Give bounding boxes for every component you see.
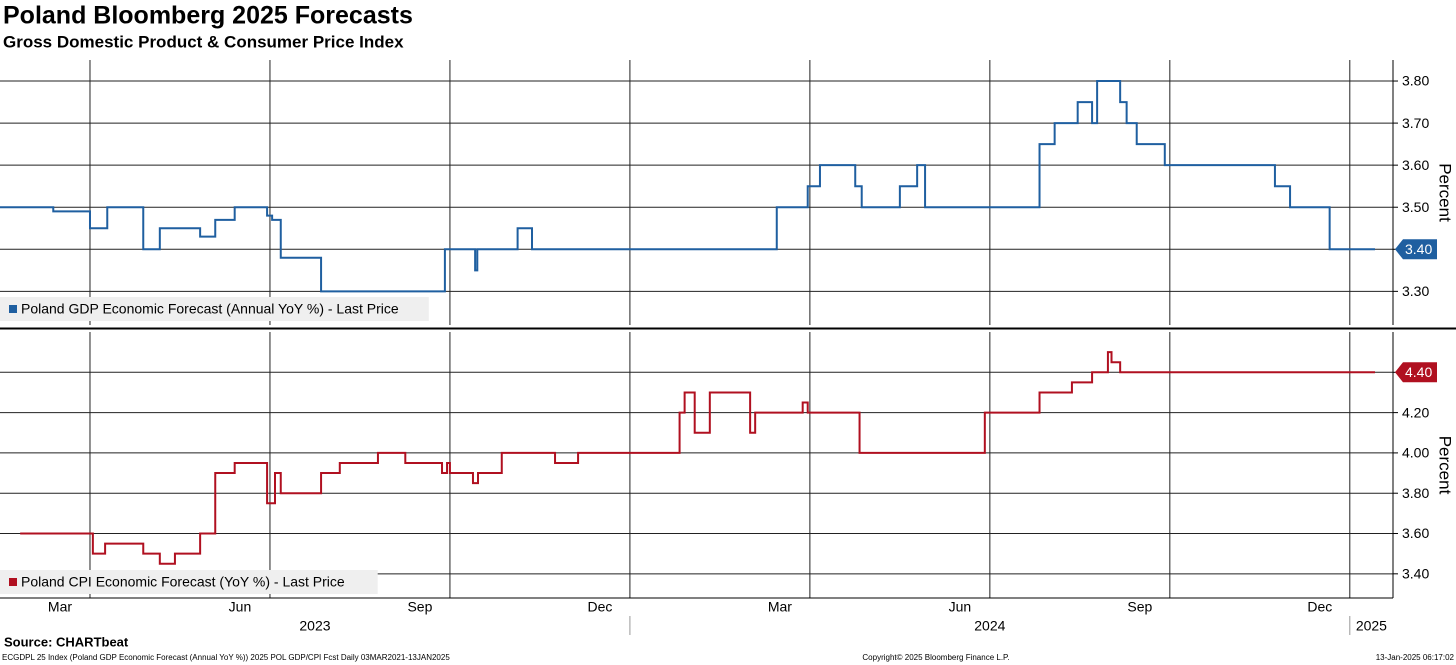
y-tick-label: 3.80: [1402, 73, 1429, 89]
y-axis-label: Percent: [1436, 436, 1455, 495]
legend-box: [0, 570, 378, 594]
legend-box: [0, 297, 429, 321]
legend-swatch: [9, 578, 17, 586]
y-tick-label: 3.30: [1402, 283, 1429, 299]
x-tick-label: Sep: [407, 599, 432, 615]
legend-label: Poland GDP Economic Forecast (Annual YoY…: [21, 301, 399, 317]
y-tick-label: 4.20: [1402, 404, 1429, 420]
x-tick-label: Sep: [1127, 599, 1152, 615]
x-tick-label: Mar: [48, 599, 72, 615]
y-axis-label: Percent: [1436, 163, 1455, 222]
x-tick-label: Dec: [1307, 599, 1332, 615]
y-tick-label: 4.00: [1402, 445, 1429, 461]
y-tick-label: 3.80: [1402, 485, 1429, 501]
x-tick-label: Dec: [587, 599, 612, 615]
source: Source: CHARTbeat: [4, 634, 129, 649]
x-tick-label: Jun: [949, 599, 972, 615]
y-tick-label: 3.60: [1402, 157, 1429, 173]
year-label: 2024: [974, 618, 1005, 634]
series-line: [20, 351, 1375, 565]
year-label: 2023: [299, 618, 330, 634]
legend-label: Poland CPI Economic Forecast (YoY %) - L…: [21, 574, 345, 590]
y-tick-label: 3.60: [1402, 525, 1429, 541]
footer-right: 13-Jan-2025 06:17:02: [1376, 653, 1455, 662]
x-tick-label: Jun: [229, 599, 252, 615]
x-tick-label: Mar: [768, 599, 792, 615]
year-label: 2025: [1356, 618, 1387, 634]
last-price-tag: [1395, 362, 1437, 383]
y-tick-label: 3.40: [1402, 566, 1429, 582]
last-price-label: 3.40: [1405, 241, 1432, 257]
chart-title: Poland Bloomberg 2025 Forecasts: [3, 2, 413, 30]
footer-left: ECGDPL 25 Index (Poland GDP Economic For…: [2, 653, 450, 662]
y-tick-label: 3.70: [1402, 115, 1429, 131]
chart-subtitle: Gross Domestic Product & Consumer Price …: [3, 32, 404, 51]
series-line: [0, 80, 1375, 293]
legend-swatch: [9, 305, 17, 313]
footer-center: Copyright© 2025 Bloomberg Finance L.P.: [862, 653, 1009, 662]
y-tick-label: 3.50: [1402, 199, 1429, 215]
last-price-tag: [1395, 239, 1437, 260]
last-price-label: 4.40: [1405, 364, 1432, 380]
